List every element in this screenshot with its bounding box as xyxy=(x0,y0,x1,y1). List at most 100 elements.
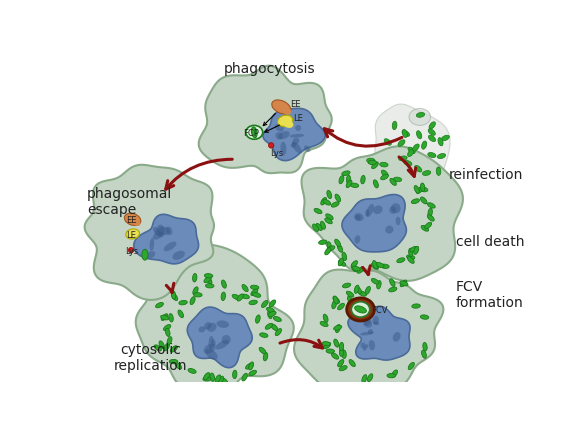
Ellipse shape xyxy=(169,314,173,322)
Ellipse shape xyxy=(178,310,183,318)
Ellipse shape xyxy=(428,208,432,217)
Ellipse shape xyxy=(347,298,374,321)
Ellipse shape xyxy=(397,258,405,263)
Ellipse shape xyxy=(142,249,148,260)
Ellipse shape xyxy=(171,291,176,299)
Text: cell death: cell death xyxy=(456,236,524,249)
Ellipse shape xyxy=(283,120,293,128)
Ellipse shape xyxy=(221,378,228,385)
Ellipse shape xyxy=(128,248,134,253)
Ellipse shape xyxy=(438,154,446,159)
Ellipse shape xyxy=(335,194,340,202)
Ellipse shape xyxy=(365,209,369,217)
Text: phagocytosis: phagocytosis xyxy=(224,62,316,76)
Text: cytosolic
replication: cytosolic replication xyxy=(114,343,187,373)
Ellipse shape xyxy=(428,135,436,142)
Ellipse shape xyxy=(363,344,368,351)
Ellipse shape xyxy=(371,263,378,269)
Ellipse shape xyxy=(163,344,170,351)
Ellipse shape xyxy=(398,140,405,146)
Ellipse shape xyxy=(153,227,159,233)
Ellipse shape xyxy=(342,252,347,260)
Ellipse shape xyxy=(408,363,415,370)
Ellipse shape xyxy=(205,349,218,360)
Ellipse shape xyxy=(156,225,165,237)
Ellipse shape xyxy=(204,274,213,278)
Ellipse shape xyxy=(414,246,419,254)
FancyArrowPatch shape xyxy=(280,340,323,348)
Ellipse shape xyxy=(368,329,373,334)
Text: Lys: Lys xyxy=(270,148,283,157)
Ellipse shape xyxy=(421,141,427,149)
FancyArrowPatch shape xyxy=(324,129,402,146)
Ellipse shape xyxy=(246,363,253,369)
Ellipse shape xyxy=(381,264,389,269)
Ellipse shape xyxy=(335,239,340,247)
Ellipse shape xyxy=(334,296,338,304)
Ellipse shape xyxy=(221,280,227,288)
Ellipse shape xyxy=(373,316,379,325)
Ellipse shape xyxy=(251,127,257,138)
Ellipse shape xyxy=(164,242,177,251)
Ellipse shape xyxy=(361,175,365,184)
Ellipse shape xyxy=(278,115,293,127)
Ellipse shape xyxy=(259,333,268,337)
Ellipse shape xyxy=(355,306,366,313)
Ellipse shape xyxy=(428,152,436,157)
Ellipse shape xyxy=(150,238,154,251)
Ellipse shape xyxy=(407,255,415,260)
Ellipse shape xyxy=(265,323,273,329)
Ellipse shape xyxy=(392,121,397,130)
Ellipse shape xyxy=(190,296,195,305)
Ellipse shape xyxy=(334,339,339,347)
Ellipse shape xyxy=(408,147,415,154)
Ellipse shape xyxy=(242,284,248,292)
Ellipse shape xyxy=(323,314,328,322)
Ellipse shape xyxy=(420,183,425,191)
Ellipse shape xyxy=(390,178,396,185)
Ellipse shape xyxy=(159,341,164,349)
Ellipse shape xyxy=(408,257,414,263)
Ellipse shape xyxy=(333,296,340,303)
Ellipse shape xyxy=(204,373,210,380)
Ellipse shape xyxy=(279,104,291,115)
Ellipse shape xyxy=(193,274,197,282)
Ellipse shape xyxy=(346,175,351,184)
Ellipse shape xyxy=(369,340,375,350)
Ellipse shape xyxy=(364,320,372,328)
Ellipse shape xyxy=(324,343,331,349)
Ellipse shape xyxy=(251,289,258,296)
Ellipse shape xyxy=(216,320,229,328)
Ellipse shape xyxy=(413,144,419,151)
Ellipse shape xyxy=(425,222,432,229)
Ellipse shape xyxy=(384,139,392,145)
Ellipse shape xyxy=(404,160,412,166)
Ellipse shape xyxy=(215,375,221,383)
Ellipse shape xyxy=(204,322,212,329)
Ellipse shape xyxy=(334,325,342,330)
Ellipse shape xyxy=(246,125,263,139)
Ellipse shape xyxy=(221,292,225,301)
Ellipse shape xyxy=(126,229,140,239)
Ellipse shape xyxy=(320,321,328,326)
Ellipse shape xyxy=(154,345,162,351)
Ellipse shape xyxy=(355,214,361,221)
Ellipse shape xyxy=(409,247,417,252)
Ellipse shape xyxy=(242,373,247,381)
Ellipse shape xyxy=(338,360,344,367)
Polygon shape xyxy=(342,194,407,252)
Ellipse shape xyxy=(408,149,414,157)
Ellipse shape xyxy=(335,324,340,332)
Ellipse shape xyxy=(428,129,435,135)
Ellipse shape xyxy=(211,339,216,346)
Ellipse shape xyxy=(327,242,331,250)
Ellipse shape xyxy=(210,373,214,381)
Text: Lys: Lys xyxy=(125,247,138,256)
Ellipse shape xyxy=(313,224,319,231)
Ellipse shape xyxy=(237,294,243,301)
Ellipse shape xyxy=(124,213,141,226)
Ellipse shape xyxy=(216,340,229,350)
Ellipse shape xyxy=(319,240,327,245)
Polygon shape xyxy=(301,146,463,281)
Ellipse shape xyxy=(203,377,212,381)
